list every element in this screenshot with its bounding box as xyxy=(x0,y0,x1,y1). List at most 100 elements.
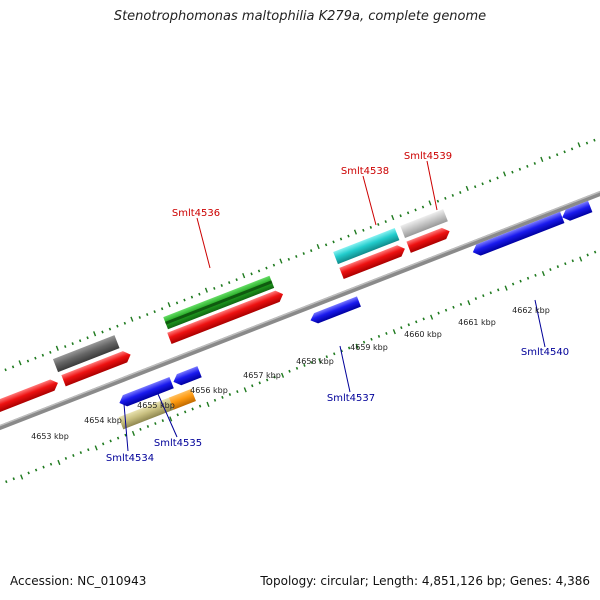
ruler-tick xyxy=(555,153,559,157)
gene-arrow-smlt4537[interactable] xyxy=(308,296,361,325)
genome-backbone xyxy=(0,155,600,466)
ruler-tick xyxy=(347,346,351,350)
ruler-tick xyxy=(353,229,358,235)
ruler-tick xyxy=(534,273,537,277)
kbp-labels: 4653 kbp 4654 kbp 4655 kbp 4656 kbp 4657… xyxy=(31,306,550,441)
gene-arrow-smlt4534[interactable] xyxy=(117,377,174,409)
ruler-tick xyxy=(5,480,8,484)
tick-label: 4657 kbp xyxy=(243,371,281,380)
ruler-tick xyxy=(94,445,98,451)
gene-arrow-smlt4539[interactable] xyxy=(406,226,451,253)
ruler-tick xyxy=(333,352,336,356)
ruler-tick xyxy=(27,471,30,475)
ruler-tick xyxy=(451,193,455,197)
ruler-tick xyxy=(318,358,322,364)
ruler-tick xyxy=(220,284,223,287)
ruler-tick xyxy=(415,320,418,324)
ruler-tick xyxy=(593,138,596,142)
ruler-tick xyxy=(385,332,388,335)
ruler-tick xyxy=(18,360,22,366)
gene-arrow-smlt4540[interactable] xyxy=(471,211,565,258)
ruler-tick xyxy=(167,302,171,308)
ruler-tick xyxy=(541,271,545,277)
ruler-tick xyxy=(78,339,82,343)
feature-block-light[interactable] xyxy=(400,209,448,238)
gene-arrow-smlt4538[interactable] xyxy=(339,243,407,279)
ruler-tick xyxy=(422,317,425,321)
ruler-tick xyxy=(347,234,350,238)
ruler-tick xyxy=(414,208,417,212)
ruler-tick xyxy=(384,220,387,224)
ruler-tick xyxy=(139,427,142,431)
feature-block[interactable] xyxy=(52,335,120,373)
ruler-tick xyxy=(444,196,447,200)
ruler-tick xyxy=(123,321,127,325)
forward-tick-ruler xyxy=(4,138,596,372)
ruler-tick xyxy=(430,314,434,320)
ruler-tick xyxy=(436,199,440,203)
feature-block-orange[interactable] xyxy=(168,388,196,410)
ruler-tick xyxy=(564,262,567,266)
feature-block-khaki[interactable] xyxy=(118,397,174,430)
ruler-tick xyxy=(585,141,589,145)
gene-arrow-smlt4535[interactable] xyxy=(171,366,202,387)
ruler-tick xyxy=(190,295,194,299)
reverse-feature-row xyxy=(118,388,196,430)
ruler-tick xyxy=(146,424,150,428)
ruler-tick xyxy=(258,381,261,385)
gene-arrow[interactable] xyxy=(0,377,60,413)
ruler-tick xyxy=(392,329,396,335)
ruler-tick xyxy=(502,171,507,177)
ruler-tick xyxy=(49,350,52,354)
ruler-tick xyxy=(400,326,403,330)
gene-label[interactable]: Smlt4537 xyxy=(327,393,375,404)
ruler-tick xyxy=(34,356,37,360)
feature-row xyxy=(52,209,448,373)
ruler-tick xyxy=(235,278,238,282)
ruler-tick xyxy=(474,297,478,301)
ruler-tick xyxy=(473,185,477,189)
gene-arrow[interactable] xyxy=(560,200,593,223)
ruler-tick xyxy=(355,343,359,349)
ruler-tick xyxy=(138,316,141,319)
ruler-tick xyxy=(161,419,165,423)
ruler-tick xyxy=(369,225,373,229)
ruler-tick xyxy=(265,378,269,382)
ruler-tick xyxy=(257,269,261,273)
gene-label[interactable]: Smlt4534 xyxy=(106,453,154,464)
gene-arrow-smlt4536[interactable] xyxy=(167,288,285,344)
ruler-tick xyxy=(57,459,61,466)
feature-block-cyan[interactable] xyxy=(333,228,400,265)
ruler-tick xyxy=(273,375,276,379)
gene-label[interactable]: Smlt4540 xyxy=(521,347,569,358)
ruler-tick xyxy=(488,179,492,183)
tick-label: 4655 kbp xyxy=(137,401,175,410)
tick-label: 4662 kbp xyxy=(512,306,550,315)
ruler-tick xyxy=(11,365,15,369)
gene-label[interactable]: Smlt4536 xyxy=(172,208,220,219)
ruler-tick xyxy=(26,359,30,363)
reverse-tick-ruler xyxy=(0,250,597,487)
ruler-tick xyxy=(251,384,254,388)
ruler-tick xyxy=(79,451,83,455)
ruler-tick xyxy=(295,254,298,258)
ruler-tick xyxy=(243,387,247,393)
gene-label[interactable]: Smlt4539 xyxy=(404,151,452,162)
ruler-tick xyxy=(176,413,179,417)
ruler-tick xyxy=(526,164,529,168)
gene-label[interactable]: Smlt4535 xyxy=(154,438,202,449)
ruler-tick xyxy=(64,345,67,348)
ruler-tick xyxy=(339,237,343,241)
ruler-tick xyxy=(391,214,395,221)
ruler-tick xyxy=(295,366,299,370)
ruler-tick xyxy=(489,291,492,295)
ruler-tick xyxy=(465,185,469,192)
ruler-tick xyxy=(362,340,366,344)
ruler-tick xyxy=(316,243,320,250)
genome-summary-text: Topology: circular; Length: 4,851,126 bp… xyxy=(260,574,590,588)
gene-label[interactable]: Smlt4538 xyxy=(341,166,389,177)
ruler-tick xyxy=(496,176,499,180)
gene-arrow[interactable] xyxy=(61,349,132,387)
ruler-tick xyxy=(236,390,239,394)
